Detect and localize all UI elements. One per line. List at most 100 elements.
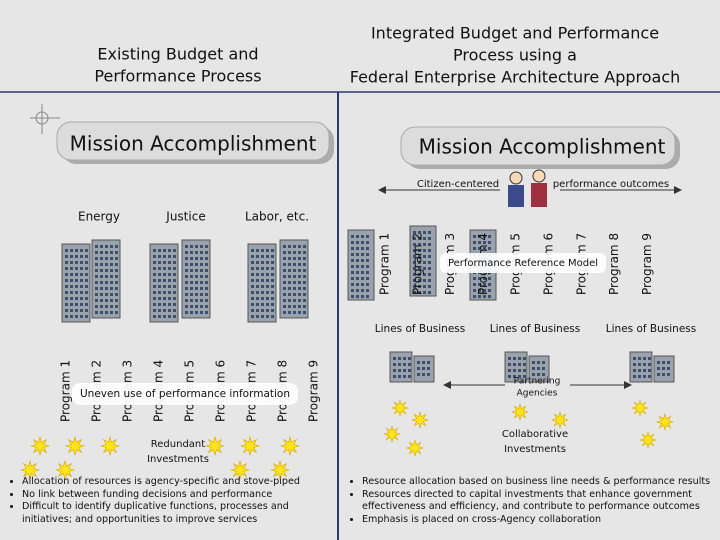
window bbox=[163, 297, 166, 300]
window bbox=[518, 369, 521, 372]
window bbox=[205, 293, 208, 296]
window bbox=[423, 249, 426, 252]
window bbox=[423, 273, 426, 276]
window bbox=[483, 247, 486, 250]
window bbox=[80, 297, 83, 300]
mission: Mission Accomplishment bbox=[70, 132, 317, 156]
window bbox=[205, 287, 208, 290]
starburst bbox=[64, 435, 86, 457]
window bbox=[303, 311, 306, 314]
window bbox=[473, 277, 476, 280]
label: Agencies bbox=[517, 389, 558, 399]
window bbox=[70, 309, 73, 312]
window bbox=[168, 285, 171, 288]
window bbox=[185, 287, 188, 290]
window bbox=[657, 367, 660, 370]
window bbox=[163, 261, 166, 264]
window bbox=[65, 303, 68, 306]
window bbox=[80, 273, 83, 276]
title: Performance Process bbox=[94, 67, 261, 86]
window bbox=[70, 249, 73, 252]
window bbox=[85, 255, 88, 258]
window bbox=[418, 243, 421, 246]
window bbox=[65, 285, 68, 288]
window bbox=[80, 309, 83, 312]
window bbox=[288, 281, 291, 284]
window bbox=[283, 293, 286, 296]
window bbox=[195, 275, 198, 278]
window bbox=[303, 305, 306, 308]
window bbox=[423, 285, 426, 288]
window bbox=[356, 283, 359, 286]
window bbox=[110, 251, 113, 254]
window bbox=[200, 245, 203, 248]
window bbox=[75, 267, 78, 270]
window bbox=[105, 245, 108, 248]
window bbox=[158, 285, 161, 288]
window bbox=[200, 293, 203, 296]
window bbox=[115, 287, 118, 290]
window bbox=[293, 281, 296, 284]
window bbox=[648, 369, 651, 372]
window bbox=[105, 293, 108, 296]
window bbox=[153, 309, 156, 312]
window bbox=[532, 367, 535, 370]
window bbox=[408, 369, 411, 372]
window bbox=[251, 315, 254, 318]
window bbox=[288, 299, 291, 302]
window bbox=[266, 261, 269, 264]
window bbox=[195, 257, 198, 260]
window bbox=[423, 255, 426, 258]
starburst bbox=[239, 435, 261, 457]
window bbox=[173, 297, 176, 300]
window bbox=[667, 367, 670, 370]
window bbox=[648, 363, 651, 366]
window bbox=[115, 275, 118, 278]
window bbox=[256, 309, 259, 312]
mission-box bbox=[56, 121, 330, 161]
window bbox=[75, 297, 78, 300]
window bbox=[408, 375, 411, 378]
window bbox=[266, 297, 269, 300]
window bbox=[303, 287, 306, 290]
window bbox=[153, 297, 156, 300]
window bbox=[478, 283, 481, 286]
window bbox=[418, 237, 421, 240]
window bbox=[70, 315, 73, 318]
window bbox=[473, 289, 476, 292]
window bbox=[361, 295, 364, 298]
window bbox=[261, 267, 264, 270]
window bbox=[638, 375, 641, 378]
window bbox=[657, 373, 660, 376]
window bbox=[80, 303, 83, 306]
window bbox=[366, 277, 369, 280]
starburst bbox=[29, 435, 51, 457]
window bbox=[356, 247, 359, 250]
window bbox=[648, 357, 651, 360]
label: Redundant bbox=[151, 439, 205, 450]
window bbox=[95, 245, 98, 248]
window bbox=[95, 263, 98, 266]
window bbox=[251, 297, 254, 300]
window bbox=[393, 357, 396, 360]
window bbox=[70, 267, 73, 270]
bullet-list: Resource allocation based on business li… bbox=[348, 476, 720, 526]
window bbox=[293, 257, 296, 260]
window bbox=[473, 247, 476, 250]
window bbox=[256, 249, 259, 252]
window bbox=[115, 305, 118, 308]
window bbox=[168, 255, 171, 258]
window bbox=[80, 255, 83, 258]
window bbox=[266, 255, 269, 258]
bullet: Difficult to identify duplicative functi… bbox=[22, 501, 322, 526]
window bbox=[256, 285, 259, 288]
window bbox=[298, 281, 301, 284]
window bbox=[153, 291, 156, 294]
window bbox=[428, 279, 431, 282]
window bbox=[105, 281, 108, 284]
window bbox=[298, 269, 301, 272]
window bbox=[483, 295, 486, 298]
window bbox=[398, 363, 401, 366]
window bbox=[398, 369, 401, 372]
window bbox=[422, 373, 425, 376]
